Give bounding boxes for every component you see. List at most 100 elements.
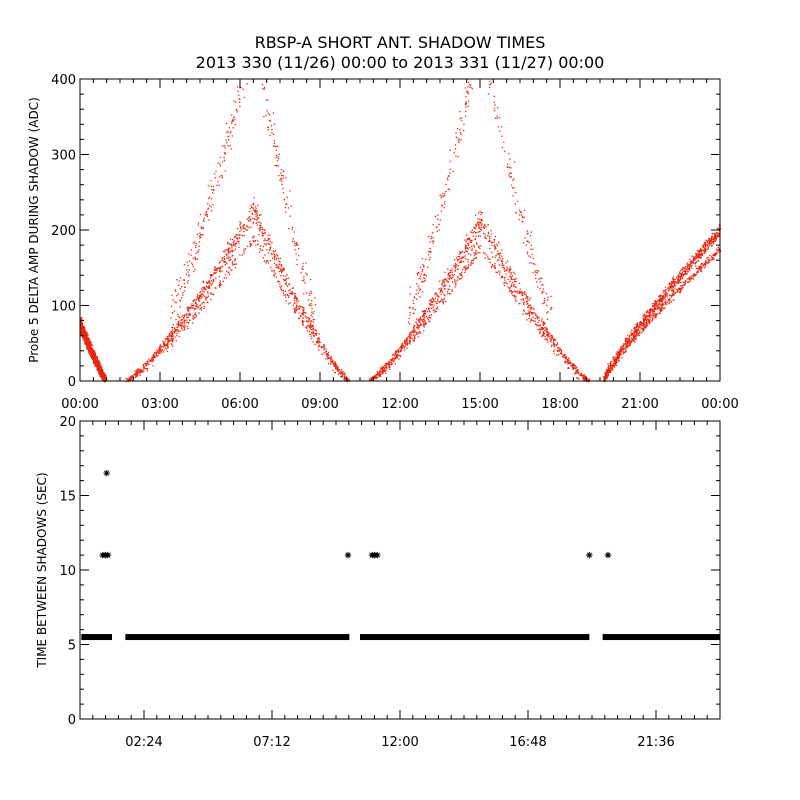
- amp-point: [629, 335, 631, 337]
- amp-point: [649, 311, 652, 314]
- amp-point: [87, 334, 89, 336]
- amp-point: [203, 295, 205, 297]
- amp-point: [328, 354, 330, 356]
- amp-point: [607, 368, 609, 370]
- amp-point: [422, 320, 424, 323]
- amp-point: [228, 247, 231, 249]
- amp-point: [95, 362, 97, 364]
- amp-point: [417, 326, 419, 328]
- amp-point: [254, 240, 256, 242]
- amp-point: [475, 257, 477, 259]
- amp-point: [423, 266, 425, 268]
- amp-point: [289, 190, 291, 192]
- amp-point: [395, 357, 398, 359]
- amp-point: [263, 229, 266, 231]
- amp-point: [400, 345, 402, 348]
- amp-point: [644, 325, 646, 327]
- amp-point: [287, 207, 290, 209]
- amp-point: [212, 282, 214, 284]
- amp-point: [85, 341, 88, 344]
- amp-point: [510, 271, 512, 274]
- amp-point: [245, 229, 247, 231]
- amp-point: [543, 300, 546, 302]
- amp-point: [671, 285, 673, 287]
- amp-point: [513, 178, 515, 180]
- amp-point: [231, 135, 233, 137]
- amp-point: [100, 373, 102, 375]
- amp-point: [534, 270, 536, 272]
- amp-point: [666, 296, 668, 298]
- amp-point: [346, 379, 349, 381]
- amp-point: [509, 289, 511, 292]
- amp-point: [190, 305, 192, 307]
- amp-point: [634, 328, 637, 330]
- amp-point: [153, 360, 155, 362]
- amp-point: [98, 364, 100, 367]
- amp-point: [261, 232, 264, 235]
- amp-point: [306, 274, 308, 276]
- amp-point: [470, 84, 472, 86]
- amp-point: [485, 254, 488, 256]
- amp-point: [568, 362, 570, 364]
- amp-point: [707, 248, 709, 250]
- amp-point: [420, 324, 422, 326]
- amp-point: [680, 285, 682, 287]
- amp-point: [204, 213, 206, 216]
- amp-point: [257, 204, 259, 207]
- amp-point: [466, 239, 468, 241]
- amp-point: [198, 300, 201, 302]
- amp-point: [181, 286, 183, 288]
- amp-point: [636, 324, 638, 326]
- amp-point: [635, 325, 637, 327]
- amp-point: [99, 365, 101, 367]
- amp-point: [500, 277, 502, 279]
- amp-point: [684, 282, 686, 285]
- amp-point: [177, 323, 179, 325]
- amp-point: [667, 299, 670, 301]
- amp-point: [288, 283, 291, 285]
- amp-point: [461, 119, 463, 121]
- amp-point: [195, 246, 197, 249]
- amp-point: [435, 292, 437, 294]
- amp-point: [196, 294, 199, 296]
- amp-point: [288, 303, 290, 305]
- amp-point: [670, 281, 672, 283]
- amp-point: [316, 340, 319, 342]
- amp-point: [223, 257, 225, 260]
- amp-point: [662, 302, 664, 305]
- amp-point: [627, 342, 629, 344]
- amp-point: [200, 306, 203, 309]
- amp-point: [278, 281, 280, 283]
- amp-point: [459, 257, 461, 260]
- amp-point: [652, 303, 654, 305]
- amp-point: [194, 268, 196, 271]
- amp-point: [285, 203, 287, 205]
- amp-point: [188, 308, 191, 310]
- amp-point: [391, 358, 393, 361]
- amp-point: [463, 267, 465, 269]
- amp-point: [192, 300, 194, 303]
- amp-point: [438, 229, 440, 231]
- amp-point: [99, 370, 101, 372]
- amp-point: [321, 346, 323, 349]
- amp-point: [89, 348, 91, 350]
- amp-point: [199, 307, 201, 310]
- amp-point: [94, 354, 96, 356]
- amp-point: [475, 242, 478, 244]
- amp-point: [716, 231, 718, 234]
- amp-point: [382, 372, 384, 374]
- amp-point: [214, 267, 216, 269]
- amp-point: [645, 327, 647, 329]
- amp-point: [280, 175, 283, 177]
- amp-point: [499, 257, 501, 259]
- amp-point: [709, 259, 711, 262]
- amp-point: [665, 294, 667, 296]
- amp-point: [159, 344, 161, 346]
- amp-point: [439, 291, 441, 293]
- amp-point: [447, 293, 449, 295]
- amp-point: [86, 332, 88, 334]
- amp-point: [378, 373, 380, 375]
- amp-point: [415, 293, 417, 295]
- amp-point: [627, 344, 629, 347]
- amp-point: [659, 310, 661, 312]
